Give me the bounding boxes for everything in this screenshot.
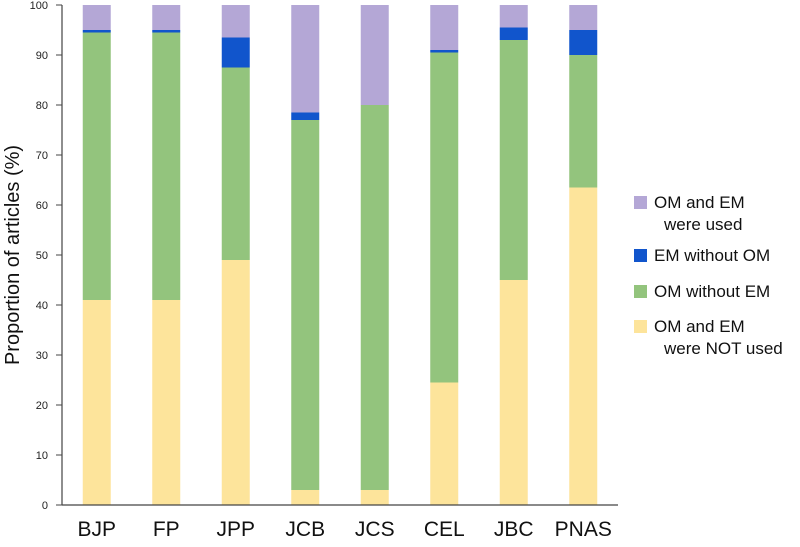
y-tick-label: 100 xyxy=(30,0,48,12)
bar-segment-fp-series-3 xyxy=(152,5,181,30)
bar-segment-pnas-series-0 xyxy=(569,187,598,505)
y-tick-label: 10 xyxy=(36,450,48,462)
bar-segment-cel-series-2 xyxy=(430,50,459,53)
bar-segment-jcb-series-2 xyxy=(291,112,320,120)
x-category-label: BJP xyxy=(77,518,116,541)
bar-segment-cel-series-3 xyxy=(430,5,459,50)
legend-swatch xyxy=(634,285,647,298)
y-tick-label: 60 xyxy=(36,200,48,212)
bar-segment-fp-series-0 xyxy=(152,300,181,505)
bar-segment-jpp-series-1 xyxy=(221,67,250,260)
bar-segment-jbc-series-1 xyxy=(499,40,528,280)
legend-swatch xyxy=(634,196,647,209)
bar-segment-fp-series-2 xyxy=(152,30,181,33)
bar-segment-jbc-series-3 xyxy=(499,5,528,28)
legend-label: EM without OM xyxy=(654,246,770,265)
bar-segment-jpp-series-0 xyxy=(221,260,250,505)
bar-segment-jbc-series-2 xyxy=(499,27,528,40)
legend-label: were NOT used xyxy=(663,339,783,358)
legend-swatch xyxy=(634,320,647,333)
x-category-label: CEL xyxy=(424,518,465,541)
bar-segment-jbc-series-0 xyxy=(499,280,528,505)
y-tick-label: 50 xyxy=(36,250,48,262)
x-category-label: JBC xyxy=(494,518,534,541)
bar-segment-jcs-series-1 xyxy=(360,105,389,490)
bar-segment-pnas-series-3 xyxy=(569,5,598,30)
y-tick-label: 70 xyxy=(36,150,48,162)
x-category-label: FP xyxy=(153,518,180,541)
bar-segment-jcb-series-3 xyxy=(291,5,320,113)
x-category-label: JCS xyxy=(355,518,395,541)
bar-segment-cel-series-0 xyxy=(430,382,459,505)
bar-segment-bjp-series-0 xyxy=(82,300,111,505)
bar-segment-jcs-series-0 xyxy=(360,490,389,505)
legend-label: OM and EM xyxy=(654,193,745,212)
y-tick-label: 20 xyxy=(36,400,48,412)
bar-segment-bjp-series-3 xyxy=(82,5,111,30)
x-category-label: JCB xyxy=(285,518,325,541)
x-category-label: JPP xyxy=(216,518,255,541)
legend-swatch xyxy=(634,249,647,262)
legend-label: OM and EM xyxy=(654,317,745,336)
bar-segment-jpp-series-3 xyxy=(221,5,250,38)
legend-label: OM without EM xyxy=(654,282,770,301)
bar-segment-jpp-series-2 xyxy=(221,37,250,68)
y-tick-label: 40 xyxy=(36,300,48,312)
x-category-label: PNAS xyxy=(555,518,612,541)
y-axis-title: Proportion of articles (%) xyxy=(2,145,24,365)
bar-segment-bjp-series-1 xyxy=(82,32,111,300)
legend-label: were used xyxy=(663,215,742,234)
bar-segment-jcb-series-0 xyxy=(291,490,320,505)
bar-segment-cel-series-1 xyxy=(430,52,459,383)
bar-segment-jcs-series-3 xyxy=(360,5,389,105)
bar-segment-fp-series-1 xyxy=(152,32,181,300)
bar-segment-jcb-series-1 xyxy=(291,120,320,490)
y-tick-label: 90 xyxy=(36,50,48,62)
y-tick-label: 30 xyxy=(36,350,48,362)
bar-segment-pnas-series-1 xyxy=(569,55,598,188)
y-tick-label: 0 xyxy=(42,500,48,512)
y-tick-label: 80 xyxy=(36,100,48,112)
bar-segment-pnas-series-2 xyxy=(569,30,598,55)
bar-segment-bjp-series-2 xyxy=(82,30,111,33)
